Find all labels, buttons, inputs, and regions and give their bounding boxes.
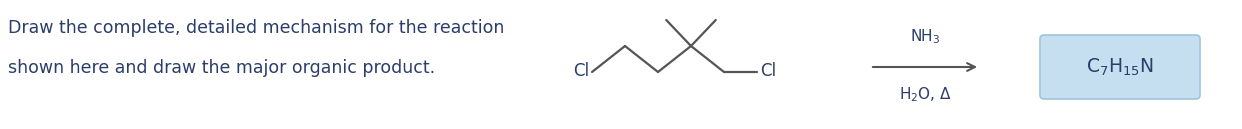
- Text: Cl: Cl: [760, 62, 776, 80]
- Text: C$_7$H$_{15}$N: C$_7$H$_{15}$N: [1086, 56, 1154, 78]
- Text: H$_2$O, Δ: H$_2$O, Δ: [898, 86, 951, 104]
- Text: NH$_3$: NH$_3$: [910, 28, 940, 46]
- Text: Cl: Cl: [573, 62, 589, 80]
- FancyBboxPatch shape: [1040, 35, 1200, 99]
- Text: shown here and draw the major organic product.: shown here and draw the major organic pr…: [7, 59, 435, 77]
- Text: Draw the complete, detailed mechanism for the reaction: Draw the complete, detailed mechanism fo…: [7, 19, 504, 37]
